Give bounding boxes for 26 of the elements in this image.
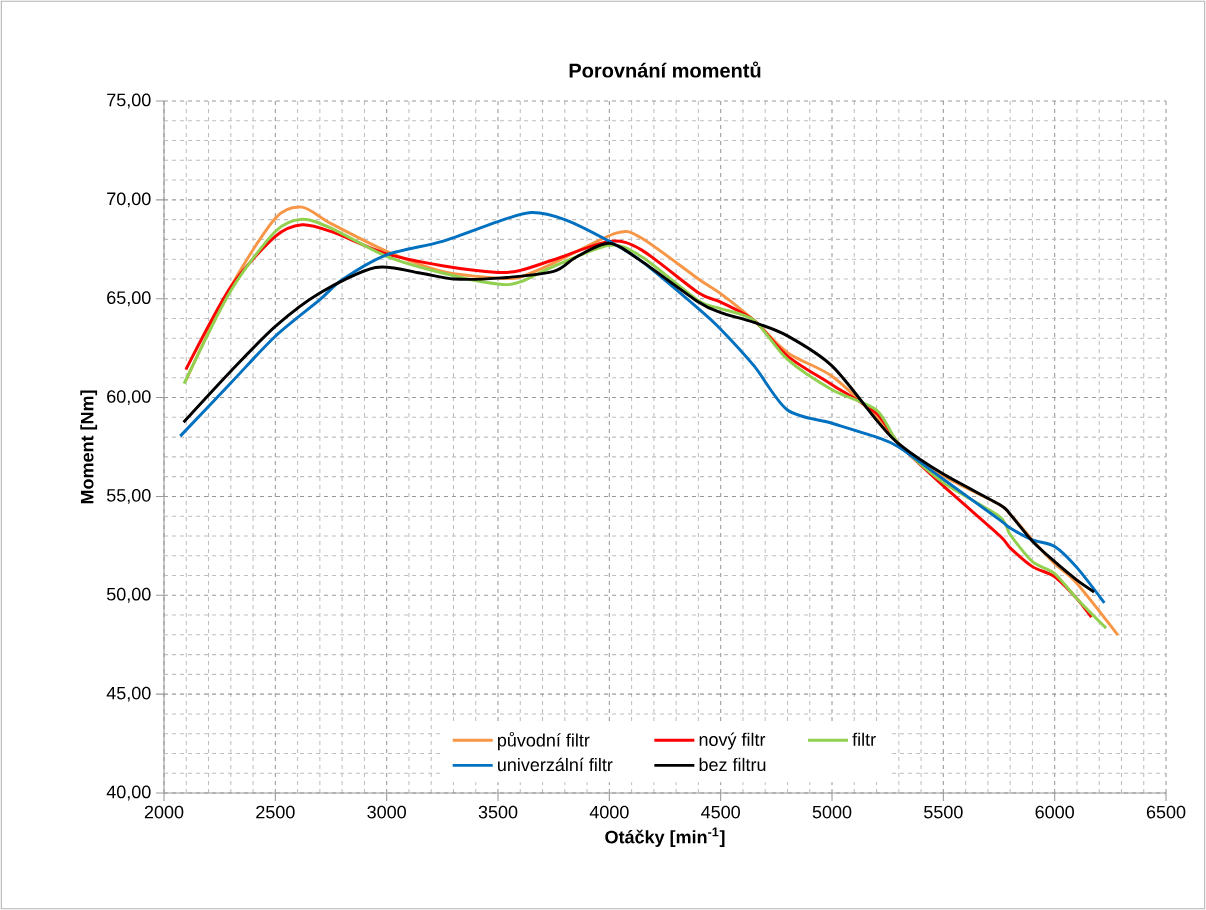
x-tick-label: 3500 [478,805,518,819]
legend-label: nový filtr [699,732,766,750]
x-tick-label: 4000 [589,805,629,819]
x-tick-label: 4500 [701,805,740,819]
y-tick-label: 60,00 [107,390,151,405]
y-axis-title: Moment [Nm] [80,390,98,504]
x-tick-label: 3000 [367,805,406,819]
x-tick-label: 6500 [1146,805,1186,819]
y-tick-label: 65,00 [107,291,151,307]
y-tick-label: 70,00 [107,192,151,208]
x-tick-label: 6000 [1035,805,1074,819]
x-tick-label: 5000 [812,805,852,819]
y-tick-label: 75,00 [107,93,151,109]
legend-label: bez filtru [699,757,766,772]
legend-label: filtr [852,732,876,746]
x-tick-label: 2000 [144,805,184,819]
legend-label: původní filtr [497,731,590,751]
x-axis-title: Otáčky [min$^{-1}$] [605,827,725,847]
legend-label: univerzální filtr [498,757,613,772]
y-tick-label: 40,00 [106,785,151,801]
x-tick-label: 2500 [256,805,295,819]
x-tick-label: 5500 [924,805,963,819]
y-tick-label: 45,00 [106,686,151,702]
y-tick-label: 50,00 [106,587,151,603]
chart-title: Porovnání momentů [569,61,761,78]
y-tick-label: 55,00 [106,488,151,504]
